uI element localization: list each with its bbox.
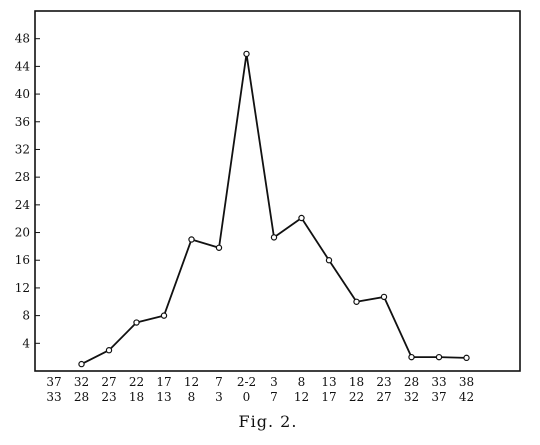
x-tick-label: 37 xyxy=(431,390,446,404)
data-point xyxy=(243,50,250,58)
data-point xyxy=(78,360,85,368)
x-tick-label: 23 xyxy=(376,375,391,389)
x-tick-label: 33 xyxy=(431,375,446,389)
data-point xyxy=(188,236,195,243)
y-tick-label: 40 xyxy=(15,87,30,101)
x-tick-label: 22 xyxy=(349,390,364,404)
x-tick-label: 8 xyxy=(298,375,306,389)
x-tick-label: 37 xyxy=(46,375,61,389)
x-tick-label: 32 xyxy=(74,375,89,389)
data-point xyxy=(463,354,470,362)
y-tick-label: 12 xyxy=(15,281,30,295)
y-tick-label: 32 xyxy=(15,142,30,156)
x-tick-label: 2-2 xyxy=(237,375,256,389)
figure-caption: Fig. 2. xyxy=(239,412,298,431)
x-tick-label: 13 xyxy=(156,390,171,404)
x-tick-label: 38 xyxy=(459,375,474,389)
series-layer xyxy=(78,50,470,368)
x-tick-label: 17 xyxy=(156,375,171,389)
x-tick-label: 8 xyxy=(188,390,196,404)
y-tick-label: 36 xyxy=(15,115,30,129)
x-tick-label: 27 xyxy=(101,375,116,389)
x-tick-label: 27 xyxy=(376,390,391,404)
x-tick-label: 18 xyxy=(349,375,364,389)
y-tick-label: 20 xyxy=(15,226,30,240)
data-point xyxy=(435,353,443,361)
y-tick-label: 4 xyxy=(22,336,30,350)
y-tick-label: 8 xyxy=(22,309,30,323)
x-tick-label: 7 xyxy=(215,375,223,389)
data-point xyxy=(325,257,333,264)
x-tick-label: 22 xyxy=(129,375,144,389)
y-tick-label: 28 xyxy=(15,170,30,184)
x-tick-label: 33 xyxy=(46,390,61,404)
x-tick-label: 3 xyxy=(215,390,223,404)
data-point xyxy=(105,347,113,354)
y-tick-label: 44 xyxy=(15,59,31,73)
series-line xyxy=(81,53,467,365)
x-tick-label: 32 xyxy=(404,390,419,404)
data-point xyxy=(298,214,305,222)
x-tick-label: 18 xyxy=(129,390,144,404)
x-tick-label: 28 xyxy=(404,375,419,389)
x-tick-label: 13 xyxy=(321,375,336,389)
x-tick-label: 3 xyxy=(270,375,278,389)
x-tick-label: 0 xyxy=(243,390,251,404)
x-tick-label: 42 xyxy=(459,390,474,404)
data-point xyxy=(353,298,360,305)
x-tick-label: 12 xyxy=(184,375,199,389)
x-axis: 37333228272322181713128732-2037812131718… xyxy=(46,375,474,404)
x-tick-label: 7 xyxy=(270,390,278,404)
data-point xyxy=(270,234,278,241)
x-tick-label: 12 xyxy=(294,390,309,404)
x-tick-label: 17 xyxy=(321,390,336,404)
plot-frame xyxy=(34,10,521,372)
data-point xyxy=(408,353,415,361)
x-tick-label: 28 xyxy=(74,390,89,404)
data-point xyxy=(380,293,388,301)
y-tick-label: 24 xyxy=(15,198,31,212)
data-point xyxy=(133,319,140,326)
data-point xyxy=(215,244,223,251)
y-tick-label: 16 xyxy=(15,253,30,267)
y-tick-label: 48 xyxy=(15,32,30,46)
x-tick-label: 23 xyxy=(101,390,116,404)
data-point xyxy=(160,312,168,319)
